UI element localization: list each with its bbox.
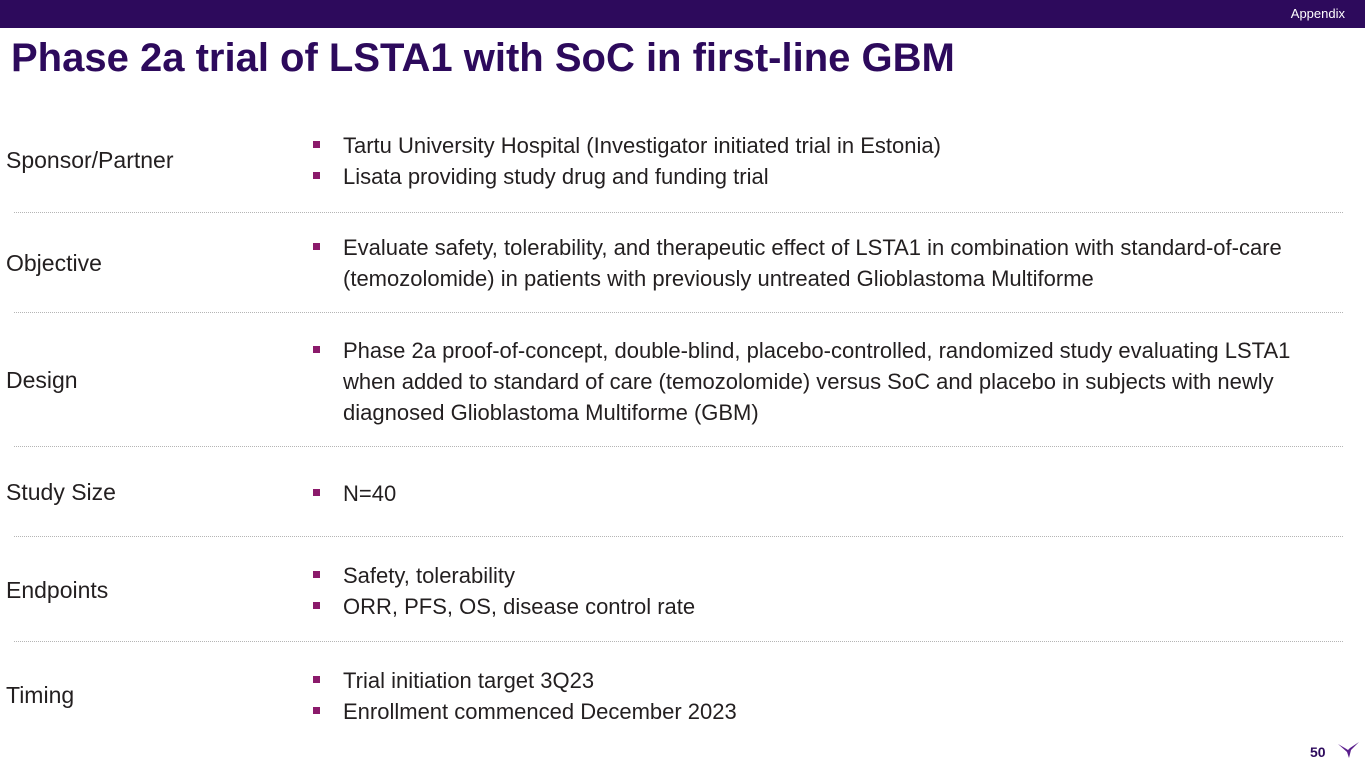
row-divider [14,312,1343,313]
bullet-list-study-size: N=40 [312,478,1332,509]
bullet-list-design: Phase 2a proof-of-concept, double-blind,… [312,335,1312,428]
bullet-item: N=40 [312,478,1332,509]
square-bullet-icon [313,707,320,714]
page-number: 50 [1310,744,1326,760]
bullet-item: Tartu University Hospital (Investigator … [312,130,1332,161]
bullet-item: Evaluate safety, tolerability, and thera… [312,232,1312,294]
bullet-list-endpoints: Safety, tolerability ORR, PFS, OS, disea… [312,560,1332,622]
row-label-study-size: Study Size [6,479,116,505]
row-label-timing: Timing [6,682,75,708]
slide-title: Phase 2a trial of LSTA1 with SoC in firs… [11,36,955,80]
square-bullet-icon [313,243,320,250]
bullet-list-sponsor-partner: Tartu University Hospital (Investigator … [312,130,1332,192]
bullet-item: Lisata providing study drug and funding … [312,161,1332,192]
bullet-item: Enrollment commenced December 2023 [312,696,1332,727]
row-label-sponsor-partner: Sponsor/Partner [6,147,174,173]
bullet-text: Tartu University Hospital (Investigator … [343,133,941,158]
bullet-item: ORR, PFS, OS, disease control rate [312,591,1332,622]
section-label: Appendix [1290,6,1345,21]
lisata-bird-logo-icon [1338,742,1359,758]
bullet-item: Safety, tolerability [312,560,1332,591]
bullet-list-objective: Evaluate safety, tolerability, and thera… [312,232,1312,294]
row-divider [14,212,1343,213]
bullet-text: Enrollment commenced December 2023 [343,699,737,724]
bullet-text: Lisata providing study drug and funding … [343,164,769,189]
bullet-text: Evaluate safety, tolerability, and thera… [343,235,1282,291]
bullet-item: Phase 2a proof-of-concept, double-blind,… [312,335,1312,428]
bullet-text: N=40 [343,481,397,506]
bullet-item: Trial initiation target 3Q23 [312,665,1332,696]
row-label-design: Design [6,367,78,393]
square-bullet-icon [313,172,320,179]
row-divider [14,446,1343,447]
square-bullet-icon [313,676,320,683]
row-divider [14,536,1343,537]
bullet-text: ORR, PFS, OS, disease control rate [343,594,696,619]
bullet-text: Trial initiation target 3Q23 [343,668,595,693]
row-label-endpoints: Endpoints [6,577,109,603]
bullet-text: Safety, tolerability [343,563,516,588]
square-bullet-icon [313,602,320,609]
bullet-text: Phase 2a proof-of-concept, double-blind,… [343,338,1291,425]
row-label-objective: Objective [6,250,102,276]
square-bullet-icon [313,489,320,496]
square-bullet-icon [313,571,320,578]
top-bar: Appendix [0,0,1365,28]
square-bullet-icon [313,141,320,148]
bullet-list-timing: Trial initiation target 3Q23 Enrollment … [312,665,1332,727]
square-bullet-icon [313,346,320,353]
row-divider [14,641,1343,642]
